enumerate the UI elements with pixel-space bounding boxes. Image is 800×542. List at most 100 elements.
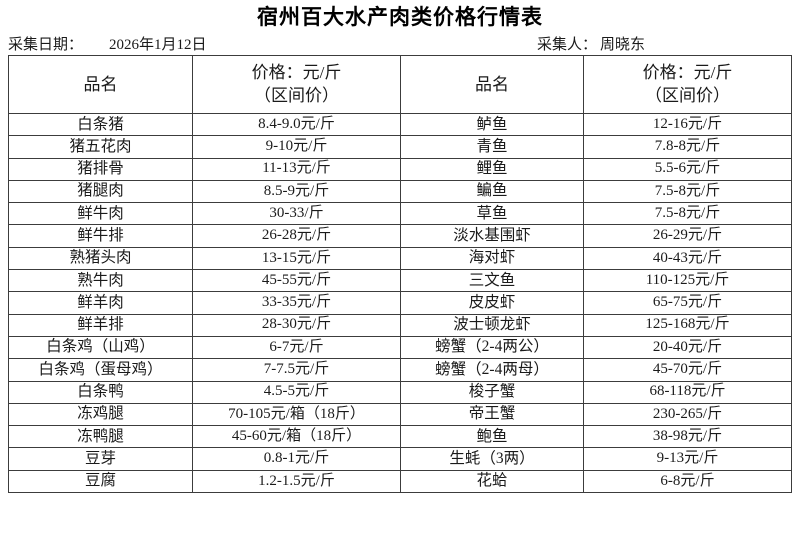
page-title: 宿州百大水产肉类价格行情表 — [257, 6, 543, 29]
cell-price-right: 9-13元/斤 — [583, 447, 792, 471]
table-row: 猪腿肉 8.5-9元/斤 鳊鱼 7.5-8元/斤 — [8, 179, 792, 204]
cell-price-left: 33-35元/斤 — [192, 291, 401, 315]
cell-name-right: 生蚝（3两） — [400, 447, 584, 471]
collector-label: 采集人： — [536, 37, 597, 53]
column-header-name-right: 品名 — [400, 55, 584, 114]
table-row: 鲜羊肉 33-35元/斤 皮皮虾 65-75元/斤 — [8, 291, 792, 315]
cell-name-right: 花蛤 — [400, 469, 584, 494]
cell-name-right: 海对虾 — [400, 246, 584, 271]
cell-name-left: 熟牛肉 — [8, 269, 193, 293]
collect-date: 采集日期： 2026年1月12日 — [8, 36, 207, 55]
cell-name-left: 白条鸡（山鸡） — [8, 335, 193, 360]
table-row: 熟牛肉 45-55元/斤 三文鱼 110-125元/斤 — [8, 269, 792, 293]
cell-price-left: 28-30元/斤 — [192, 313, 401, 337]
table-row: 豆芽 0.8-1元/斤 生蚝（3两） 9-13元/斤 — [8, 447, 792, 471]
cell-name-left: 熟猪头肉 — [8, 246, 193, 271]
cell-name-left: 豆芽 — [8, 447, 193, 471]
cell-name-left: 冻鸭腿 — [8, 425, 193, 449]
cell-name-left: 白条鸭 — [8, 380, 193, 404]
cell-name-right: 草鱼 — [400, 202, 584, 226]
collector-value: 周晓东 — [599, 37, 645, 53]
table-row: 白条鸡（蛋母鸡） 7-7.5元/斤 螃蟹（2-4两母） 45-70元/斤 — [8, 358, 792, 382]
cell-name-right: 鲍鱼 — [400, 425, 584, 449]
table-row: 白条猪 8.4-9.0元/斤 鲈鱼 12-16元/斤 — [8, 112, 792, 137]
cell-name-right: 青鱼 — [400, 135, 584, 159]
cell-price-left: 8.5-9元/斤 — [192, 179, 401, 204]
cell-price-left: 6-7元/斤 — [192, 335, 401, 360]
cell-price-right: 40-43元/斤 — [583, 246, 792, 271]
cell-name-right: 梭子蟹 — [400, 380, 584, 404]
cell-name-right: 鳊鱼 — [400, 179, 584, 204]
cell-price-left: 9-10元/斤 — [192, 135, 401, 159]
column-header-price-left-line1: 价格：元/斤 — [251, 63, 342, 83]
table-row: 冻鸡腿 70-105元/箱（18斤） 帝王蟹 230-265/斤 — [8, 402, 792, 427]
cell-price-left: 45-60元/箱（18斤） — [192, 425, 401, 449]
cell-name-right: 波士顿龙虾 — [400, 313, 584, 337]
cell-name-right: 皮皮虾 — [400, 291, 584, 315]
cell-name-right: 鲤鱼 — [400, 157, 584, 181]
cell-price-right: 45-70元/斤 — [583, 358, 792, 382]
column-header-price-right-line1: 价格：元/斤 — [642, 63, 733, 83]
table-header-row: 品名 价格：元/斤 （区间价） 品名 价格：元/斤 （区间价） — [8, 55, 792, 114]
column-header-price-right-line2: （区间价） — [645, 85, 730, 105]
table-row: 白条鸭 4.5-5元/斤 梭子蟹 68-118元/斤 — [8, 380, 792, 404]
cell-price-left: 7-7.5元/斤 — [192, 358, 401, 382]
table-row: 鲜羊排 28-30元/斤 波士顿龙虾 125-168元/斤 — [8, 313, 792, 337]
cell-price-right: 5.5-6元/斤 — [583, 157, 792, 181]
cell-price-left: 8.4-9.0元/斤 — [192, 112, 401, 137]
table-row: 鲜牛排 26-28元/斤 淡水基围虾 26-29元/斤 — [8, 224, 792, 248]
cell-name-left: 豆腐 — [8, 469, 193, 494]
meta-row: 采集日期： 2026年1月12日 采集人： 周晓东 — [0, 33, 800, 55]
cell-name-left: 鲜牛肉 — [8, 202, 193, 226]
cell-name-right: 鲈鱼 — [400, 112, 584, 137]
cell-price-right: 20-40元/斤 — [583, 335, 792, 360]
cell-name-left: 冻鸡腿 — [8, 402, 193, 427]
cell-price-left: 13-15元/斤 — [192, 246, 401, 271]
cell-name-right: 三文鱼 — [400, 269, 584, 293]
cell-price-left: 1.2-1.5元/斤 — [192, 469, 401, 494]
cell-name-left: 白条鸡（蛋母鸡） — [8, 358, 193, 382]
table-row: 白条鸡（山鸡） 6-7元/斤 螃蟹（2-4两公） 20-40元/斤 — [8, 335, 792, 360]
price-table-body: 品名 价格：元/斤 （区间价） 品名 价格：元/斤 （区间价） 白条猪 8.4-9… — [8, 55, 792, 494]
cell-price-right: 7.5-8元/斤 — [583, 202, 792, 226]
column-header-price-left-line2: （区间价） — [254, 85, 339, 105]
cell-name-right: 淡水基围虾 — [400, 224, 584, 248]
cell-price-left: 70-105元/箱（18斤） — [192, 402, 401, 427]
cell-price-left: 4.5-5元/斤 — [192, 380, 401, 404]
table-row: 冻鸭腿 45-60元/箱（18斤） 鲍鱼 38-98元/斤 — [8, 425, 792, 449]
cell-price-left: 45-55元/斤 — [192, 269, 401, 293]
cell-price-right: 12-16元/斤 — [583, 112, 792, 137]
cell-name-right: 螃蟹（2-4两公） — [400, 335, 584, 360]
cell-price-left: 26-28元/斤 — [192, 224, 401, 248]
column-header-price-left: 价格：元/斤 （区间价） — [192, 55, 401, 114]
cell-price-right: 7.8-8元/斤 — [583, 135, 792, 159]
cell-price-left: 11-13元/斤 — [192, 157, 401, 181]
cell-name-left: 鲜牛排 — [8, 224, 193, 248]
cell-price-right: 65-75元/斤 — [583, 291, 792, 315]
cell-price-right: 110-125元/斤 — [583, 269, 792, 293]
cell-name-left: 鲜羊排 — [8, 313, 193, 337]
table-row: 熟猪头肉 13-15元/斤 海对虾 40-43元/斤 — [8, 246, 792, 271]
cell-price-right: 7.5-8元/斤 — [583, 179, 792, 204]
cell-price-right: 6-8元/斤 — [583, 469, 792, 494]
cell-name-left: 猪五花肉 — [8, 135, 193, 159]
cell-price-right: 26-29元/斤 — [583, 224, 792, 248]
cell-name-left: 鲜羊肉 — [8, 291, 193, 315]
table-row: 豆腐 1.2-1.5元/斤 花蛤 6-8元/斤 — [8, 469, 792, 494]
cell-price-left: 30-33/斤 — [192, 202, 401, 226]
column-header-name-left: 品名 — [8, 55, 193, 114]
cell-price-right: 230-265/斤 — [583, 402, 792, 427]
cell-price-right: 68-118元/斤 — [583, 380, 792, 404]
cell-name-right: 帝王蟹 — [400, 402, 584, 427]
price-table: 品名 价格：元/斤 （区间价） 品名 价格：元/斤 （区间价） 白条猪 8.4-9… — [8, 55, 792, 494]
cell-price-right: 38-98元/斤 — [583, 425, 792, 449]
table-row: 猪五花肉 9-10元/斤 青鱼 7.8-8元/斤 — [8, 135, 792, 159]
collector: 采集人： 周晓东 — [537, 36, 645, 55]
cell-price-left: 0.8-1元/斤 — [192, 447, 401, 471]
collect-date-label: 采集日期： — [8, 37, 84, 53]
collect-date-value: 2026年1月12日 — [109, 37, 207, 53]
cell-name-left: 白条猪 — [8, 112, 193, 137]
cell-name-right: 螃蟹（2-4两母） — [400, 358, 584, 382]
table-row: 鲜牛肉 30-33/斤 草鱼 7.5-8元/斤 — [8, 202, 792, 226]
